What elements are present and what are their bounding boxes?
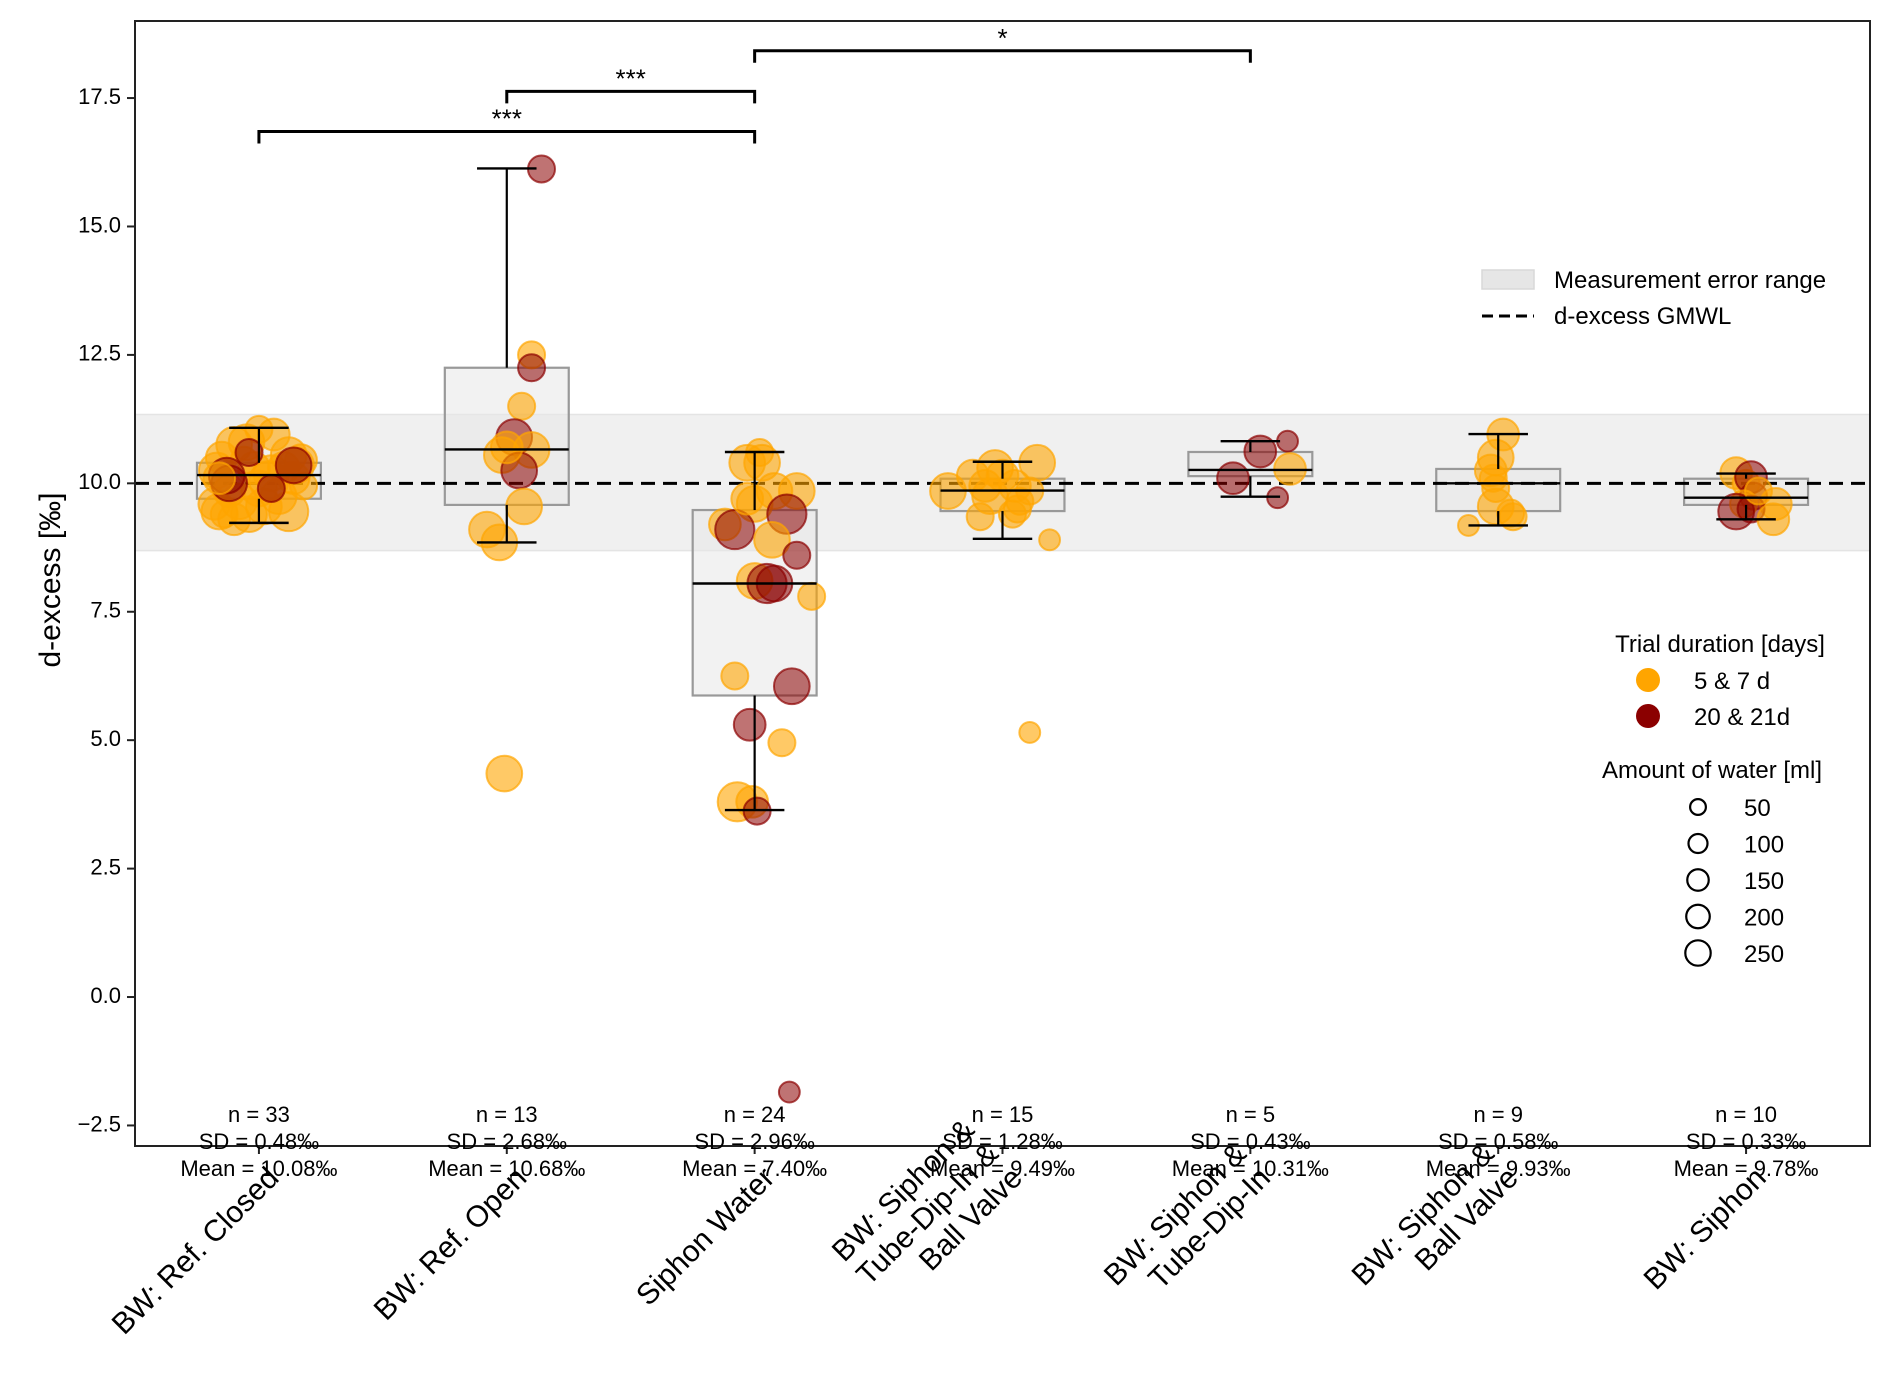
y-tick-label: 17.5: [78, 84, 121, 109]
stat-sd: SD = 2.96‰: [694, 1129, 814, 1154]
data-point: [753, 520, 791, 559]
data-point: [1038, 528, 1062, 552]
data-point: [730, 481, 765, 516]
legend-water-title: Amount of water [ml]: [1602, 757, 1822, 784]
data-point: [797, 581, 827, 611]
data-point: [1243, 434, 1278, 469]
stat-n: n = 15: [972, 1102, 1034, 1127]
x-category-label-line: Siphon Water: [630, 1161, 781, 1312]
y-tick-label: 12.5: [78, 341, 121, 366]
legend-line-label: d-excess GMWL: [1554, 303, 1731, 330]
data-point: [1498, 502, 1528, 532]
stat-sd: SD = 0.58‰: [1438, 1129, 1558, 1154]
legend-band-swatch: [1481, 269, 1535, 290]
legend-duration-label: 20 & 21d: [1694, 704, 1790, 731]
data-point: [1743, 476, 1773, 506]
significance-bracket: [257, 129, 757, 144]
stat-n: n = 9: [1473, 1102, 1523, 1127]
data-point: [782, 540, 812, 570]
data-point: [234, 438, 264, 468]
data-point: [968, 469, 1003, 503]
legend-duration-marker: [1636, 704, 1660, 728]
data-point: [485, 754, 524, 793]
significance-label: ***: [616, 63, 646, 93]
legend-water-marker: [1686, 868, 1710, 892]
data-point: [489, 430, 524, 465]
stat-mean: Mean = 9.93‰: [1426, 1156, 1571, 1181]
legend-duration-marker: [1636, 668, 1660, 692]
data-point: [1216, 461, 1250, 496]
stat-mean: Mean = 10.68‰: [428, 1156, 585, 1181]
y-tick-label: 5.0: [90, 726, 121, 751]
data-point: [256, 473, 286, 503]
stat-n: n = 10: [1715, 1102, 1777, 1127]
y-tick-label: −2.5: [78, 1111, 121, 1136]
legend-water-label: 200: [1744, 905, 1784, 932]
x-category-label-line: BW: Ref. Closed: [106, 1161, 286, 1341]
y-tick-label: 10.0: [78, 469, 121, 494]
data-point: [507, 391, 537, 421]
y-axis-label: d-excess [‰]: [34, 492, 67, 667]
stat-sd: SD = 1.28‰: [942, 1129, 1062, 1154]
data-point: [505, 487, 543, 526]
legend-water-label: 50: [1744, 795, 1771, 822]
data-point: [202, 461, 237, 496]
legend-band-label: Measurement error range: [1554, 267, 1826, 294]
data-point: [517, 353, 547, 383]
data-point: [1276, 429, 1299, 453]
stat-mean: Mean = 9.78‰: [1674, 1156, 1819, 1181]
stat-mean: Mean = 9.49‰: [930, 1156, 1075, 1181]
data-point: [767, 728, 797, 758]
stat-n: n = 24: [724, 1102, 786, 1127]
legend-water-label: 100: [1744, 832, 1784, 859]
stat-sd: SD = 0.48‰: [199, 1129, 319, 1154]
data-point: [1018, 721, 1042, 744]
data-point: [714, 508, 756, 551]
stat-sd: SD = 0.43‰: [1190, 1129, 1310, 1154]
legend-duration-label: 5 & 7 d: [1694, 668, 1770, 695]
legend-water-label: 250: [1744, 941, 1784, 968]
stat-sd: SD = 2.68‰: [447, 1129, 567, 1154]
data-point: [965, 502, 995, 532]
data-point: [772, 667, 811, 706]
legend-duration-title: Trial duration [days]: [1615, 631, 1825, 658]
significance-label: *: [997, 23, 1007, 53]
plot-frame: [134, 20, 1871, 1147]
x-category-label: Siphon Water: [630, 1161, 781, 1312]
significance-bracket: [753, 49, 1252, 63]
legend-water-marker: [1685, 903, 1711, 930]
legend-water-marker: [1684, 939, 1712, 967]
data-point: [732, 707, 767, 742]
data-point: [720, 661, 750, 691]
legend-water-marker: [1687, 832, 1709, 855]
stat-mean: Mean = 10.31‰: [1172, 1156, 1329, 1181]
data-point: [1002, 494, 1032, 524]
x-category-label-line: BW: Siphon: [1638, 1161, 1773, 1296]
y-tick-label: 2.5: [90, 854, 121, 879]
whisker-layer: [196, 167, 1809, 812]
x-category-label: BW: Ref. Closed: [106, 1161, 286, 1341]
stat-n: n = 13: [476, 1102, 538, 1127]
x-category-label-line: BW: Ref. Open: [368, 1161, 534, 1327]
legend-water-marker: [1689, 798, 1707, 816]
significance-bracket: [505, 89, 757, 104]
x-category-label: BW: Siphon: [1638, 1161, 1773, 1296]
stat-n: n = 33: [228, 1102, 290, 1127]
point-layer: [197, 154, 1793, 1104]
stat-n: n = 5: [1226, 1102, 1276, 1127]
stat-sd: SD = 0.33‰: [1686, 1129, 1806, 1154]
stat-mean: Mean = 10.08‰: [180, 1156, 337, 1181]
significance-label: ***: [492, 103, 522, 133]
y-tick-label: 15.0: [78, 212, 121, 237]
significance-layer: *******: [257, 23, 1252, 144]
legend-water-label: 150: [1744, 868, 1784, 895]
y-tick-label: 7.5: [90, 598, 121, 623]
data-point: [777, 1080, 801, 1104]
x-category-label: BW: Ref. Open: [368, 1161, 534, 1327]
legend: Measurement error range d-excess GMWL Tria…: [1481, 267, 1826, 968]
stat-mean: Mean = 7.40‰: [682, 1156, 827, 1181]
y-tick-label: 0.0: [90, 983, 121, 1008]
